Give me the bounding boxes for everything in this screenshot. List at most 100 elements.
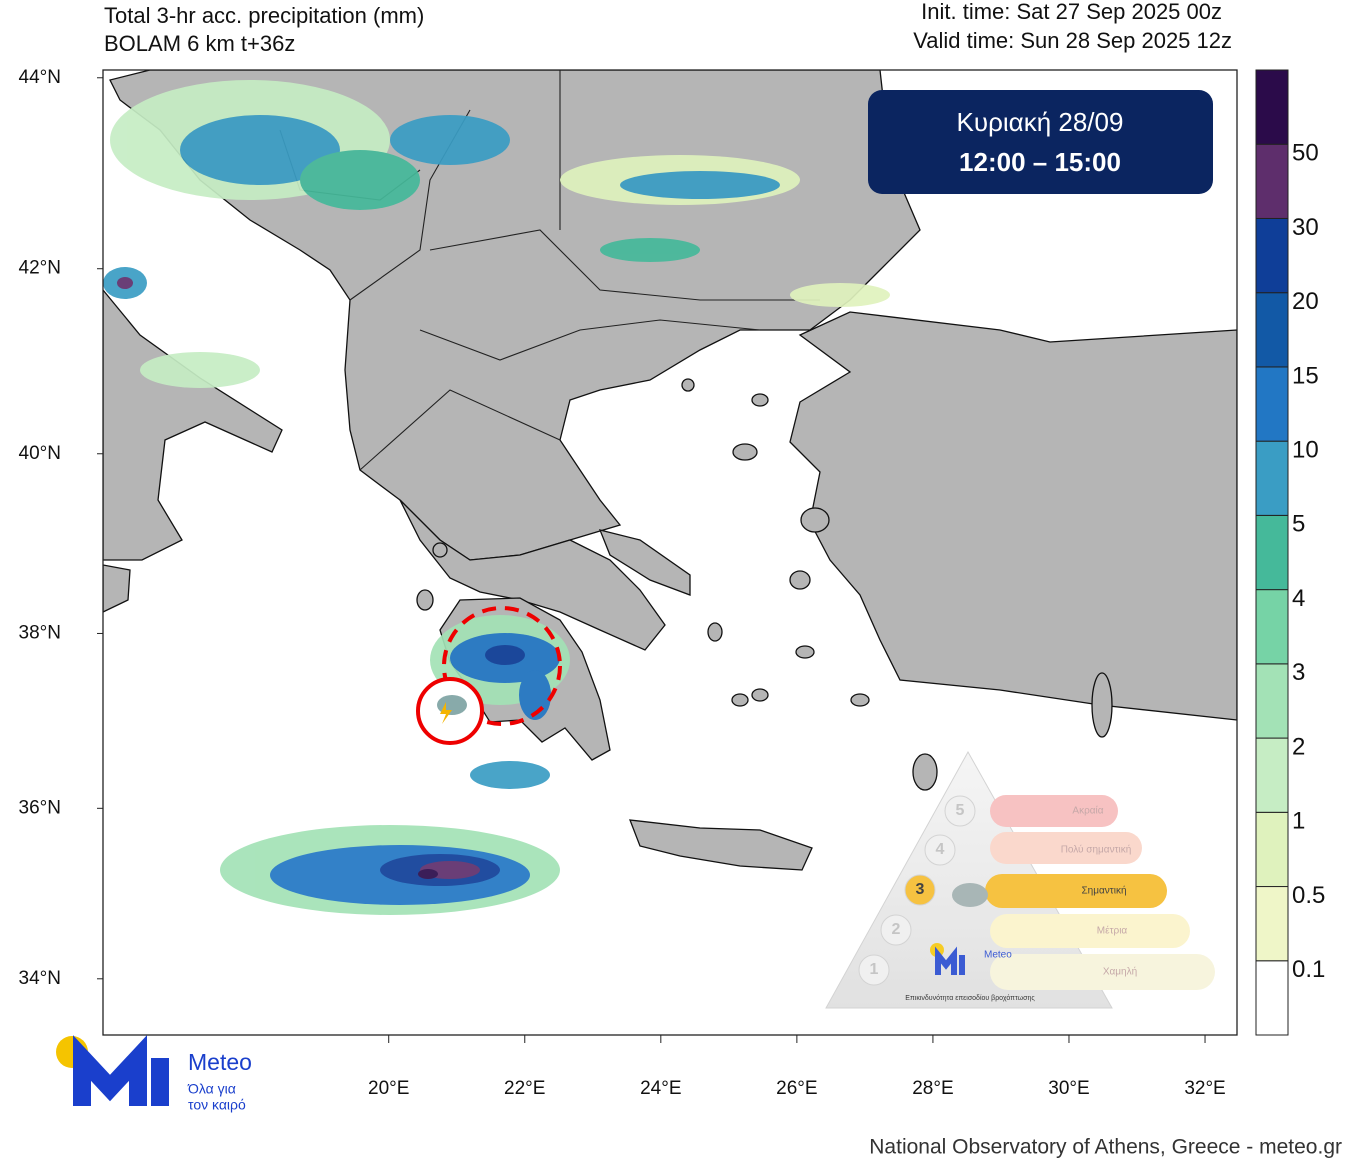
map-shape [795, 645, 815, 659]
map-shape [707, 622, 723, 642]
colorbar-label: 1 [1292, 808, 1305, 835]
init-time: Init. time: Sat 27 Sep 2025 00z [921, 0, 1222, 24]
cyprus-tip [1091, 672, 1113, 738]
level-label: Πολύ σημαντική [1061, 844, 1132, 856]
logo-name: Meteo [188, 1049, 252, 1075]
level-number: 3 [916, 881, 925, 898]
map-shape [429, 229, 820, 301]
colorbar-label: 30 [1292, 214, 1319, 241]
lat-tick-label: 34°N [19, 968, 61, 989]
lat-tick-label: 44°N [19, 67, 61, 88]
lat-tick-label: 38°N [19, 622, 61, 643]
colorbar-label: 2 [1292, 733, 1305, 760]
turkey [789, 311, 1237, 721]
map-shape [140, 352, 260, 388]
colorbar-label: 5 [1292, 511, 1305, 538]
lon-tick-label: 20°E [368, 1078, 409, 1099]
colorbar-box [1255, 514, 1289, 591]
precipitation-field [103, 80, 890, 915]
scale-cloud [952, 883, 988, 907]
level-2-bar [990, 914, 1190, 948]
colorbar-label: 50 [1292, 140, 1319, 167]
central-greece [399, 499, 666, 651]
logo-tagline: Όλα για [187, 1081, 236, 1097]
lon-tick-label: 28°E [912, 1078, 953, 1099]
evia [598, 529, 691, 596]
lon-tick-label: 30°E [1048, 1078, 1089, 1099]
logo-tagline: τον καιρό [188, 1097, 246, 1113]
colorbar-label: 20 [1292, 288, 1319, 315]
level-1-bar [990, 954, 1215, 990]
colorbar-label: 0.5 [1292, 882, 1325, 909]
badge-day: Κυριακή 28/09 [957, 107, 1124, 137]
level-number-badge [880, 914, 912, 946]
level-5-bar [990, 795, 1118, 827]
colorbar-box [1255, 440, 1289, 516]
map-shape [681, 378, 695, 392]
map-area [103, 70, 1237, 1035]
map-shape [731, 693, 749, 707]
map-shape [390, 115, 510, 165]
map-shape [600, 238, 700, 262]
colorbar-box [1255, 69, 1289, 145]
level-number: 2 [892, 921, 901, 938]
valid-time: Valid time: Sun 28 Sep 2025 12z [913, 28, 1232, 53]
lat-tick-label: 36°N [19, 797, 61, 818]
badge-hours: 12:00 – 15:00 [959, 147, 1121, 177]
highlight-area [442, 606, 562, 726]
date-badge [868, 90, 1213, 194]
map-shape [418, 869, 438, 879]
map-shape [419, 319, 761, 361]
map-shape [790, 283, 890, 307]
level-labels: 5 Ακραία 4 Πολύ σημαντική 3 Σημαντική 2 Μέτρια 1… [858, 795, 1137, 986]
lat-tick-label: 40°N [19, 443, 61, 464]
crete [629, 819, 813, 871]
level-label: Σημαντική [1081, 885, 1126, 897]
colorbar-box [1255, 292, 1289, 368]
level-number-badge [944, 795, 976, 827]
map-shape [180, 115, 340, 185]
level-4-bar [990, 832, 1142, 864]
colorbar-box [1255, 217, 1289, 294]
colorbar-box [1255, 737, 1289, 813]
scale-logo [935, 946, 965, 975]
map-shape [300, 150, 420, 210]
map-shape [359, 389, 561, 471]
colorbar-label: 10 [1292, 436, 1319, 463]
map-shape [620, 171, 780, 199]
map-shape [732, 443, 758, 461]
logo-mark [73, 1035, 169, 1106]
sicily [103, 564, 131, 613]
colorbar-box [1255, 143, 1289, 219]
map-shape [519, 670, 551, 720]
map-shape [416, 589, 434, 611]
level-number: 1 [870, 961, 879, 978]
lon-tick-label: 26°E [776, 1078, 817, 1099]
axis-ticks: 44°N 42°N 40°N 38°N 36°N 34°N 20°E 22°E 24°E 26°E… [19, 67, 1226, 1099]
lat-tick-label: 42°N [19, 258, 61, 279]
map-shape [432, 542, 448, 558]
map-shape [751, 688, 769, 702]
colorbar-label: 4 [1292, 585, 1305, 612]
colorbar-label: 0.1 [1292, 956, 1325, 983]
level-number-badge [924, 834, 956, 866]
map-shape [800, 507, 830, 533]
colorbar-box [1255, 811, 1289, 888]
map-shape [470, 761, 550, 789]
colorbar-box [1255, 886, 1289, 962]
lon-tick-label: 32°E [1184, 1078, 1225, 1099]
level-number: 5 [956, 802, 965, 819]
lon-tick-label: 22°E [504, 1078, 545, 1099]
level-label: Μέτρια [1097, 925, 1128, 937]
colorbar-label: 3 [1292, 659, 1305, 686]
map-shape [789, 570, 811, 590]
colorbar-label: 15 [1292, 362, 1319, 389]
lon-tick-label: 24°E [640, 1078, 681, 1099]
storm-icon-bolt [440, 702, 452, 724]
scale-caption: Επικινδυνότητα επεισοδίου βροχόπτωσης [905, 994, 1035, 1002]
map-frame [102, 69, 1238, 1036]
footer: National Observatory of Athens, Greece -… [869, 1136, 1342, 1159]
title: Total 3-hr acc. precipitation (mm) [104, 3, 424, 28]
